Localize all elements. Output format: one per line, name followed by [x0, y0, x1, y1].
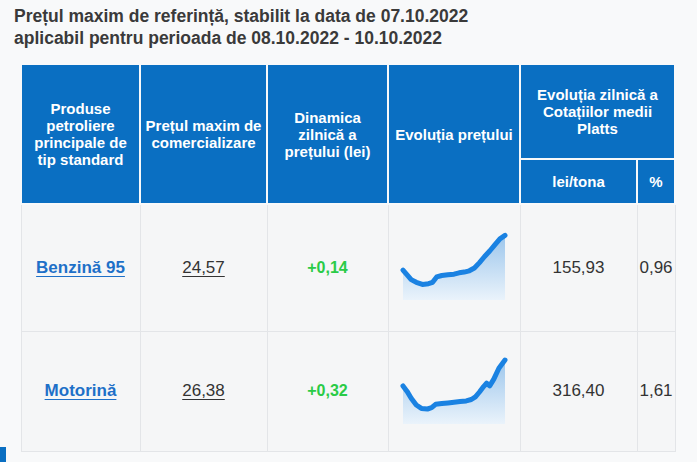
col-header-platts-percent: %: [637, 159, 675, 204]
product-link-benzina-95[interactable]: Benzină 95: [36, 258, 125, 277]
product-cell: Motorină: [21, 331, 140, 451]
max-price-value[interactable]: 24,57: [182, 258, 225, 277]
price-evolution-cell: [388, 204, 520, 331]
platts-pct-value: 0,96: [639, 258, 672, 277]
max-price-value[interactable]: 26,38: [182, 381, 225, 400]
table-row-motorina: Motorină 26,38 +0,32 316,40 1,61: [21, 331, 675, 451]
col-header-max-price: Prețul maxim de comercializare: [140, 64, 267, 204]
platts-lei-value: 155,93: [553, 258, 605, 277]
page-title-line1: Prețul maxim de referință, stabilit la d…: [14, 6, 468, 26]
col-header-price-evolution: Evoluția prețului: [388, 64, 520, 204]
platts-pct-cell: 0,96: [637, 204, 675, 331]
price-evolution-cell: [388, 331, 520, 451]
page-title: Prețul maxim de referință, stabilit la d…: [14, 5, 694, 49]
platts-lei-cell: 316,40: [520, 331, 637, 451]
product-cell: Benzină 95: [21, 204, 140, 331]
col-header-product: Produse petroliere principale de tip sta…: [21, 64, 140, 204]
daily-dynamic-cell: +0,32: [267, 331, 388, 451]
max-price-cell: 26,38: [140, 331, 267, 451]
platts-lei-cell: 155,93: [520, 204, 637, 331]
col-header-platts: Evoluția zilnică a Cotațiilor medii Plat…: [520, 64, 675, 159]
platts-pct-cell: 1,61: [637, 331, 675, 451]
price-reference-page: Prețul maxim de referință, stabilit la d…: [0, 0, 697, 462]
platts-lei-value: 316,40: [553, 381, 605, 400]
product-link-motorina[interactable]: Motorină: [45, 381, 117, 400]
table-row-benzina-95: Benzină 95 24,57 +0,14 155,93 0,96: [21, 204, 675, 331]
page-title-line2: aplicabil pentru perioada de 08.10.2022 …: [14, 28, 442, 48]
max-price-cell: 24,57: [140, 204, 267, 331]
col-header-daily-dynamic: Dinamica zilnică a prețului (lei): [267, 64, 388, 204]
price-table: Produse petroliere principale de tip sta…: [20, 63, 676, 452]
next-table-corner: [0, 447, 6, 462]
col-header-platts-lei-tona: lei/tona: [520, 159, 637, 204]
price-evolution-chart: [399, 351, 509, 427]
platts-pct-value: 1,61: [639, 381, 672, 400]
daily-dynamic-cell: +0,14: [267, 204, 388, 331]
price-evolution-chart: [399, 227, 509, 303]
daily-dynamic-value: +0,14: [307, 259, 347, 276]
daily-dynamic-value: +0,32: [307, 382, 347, 399]
